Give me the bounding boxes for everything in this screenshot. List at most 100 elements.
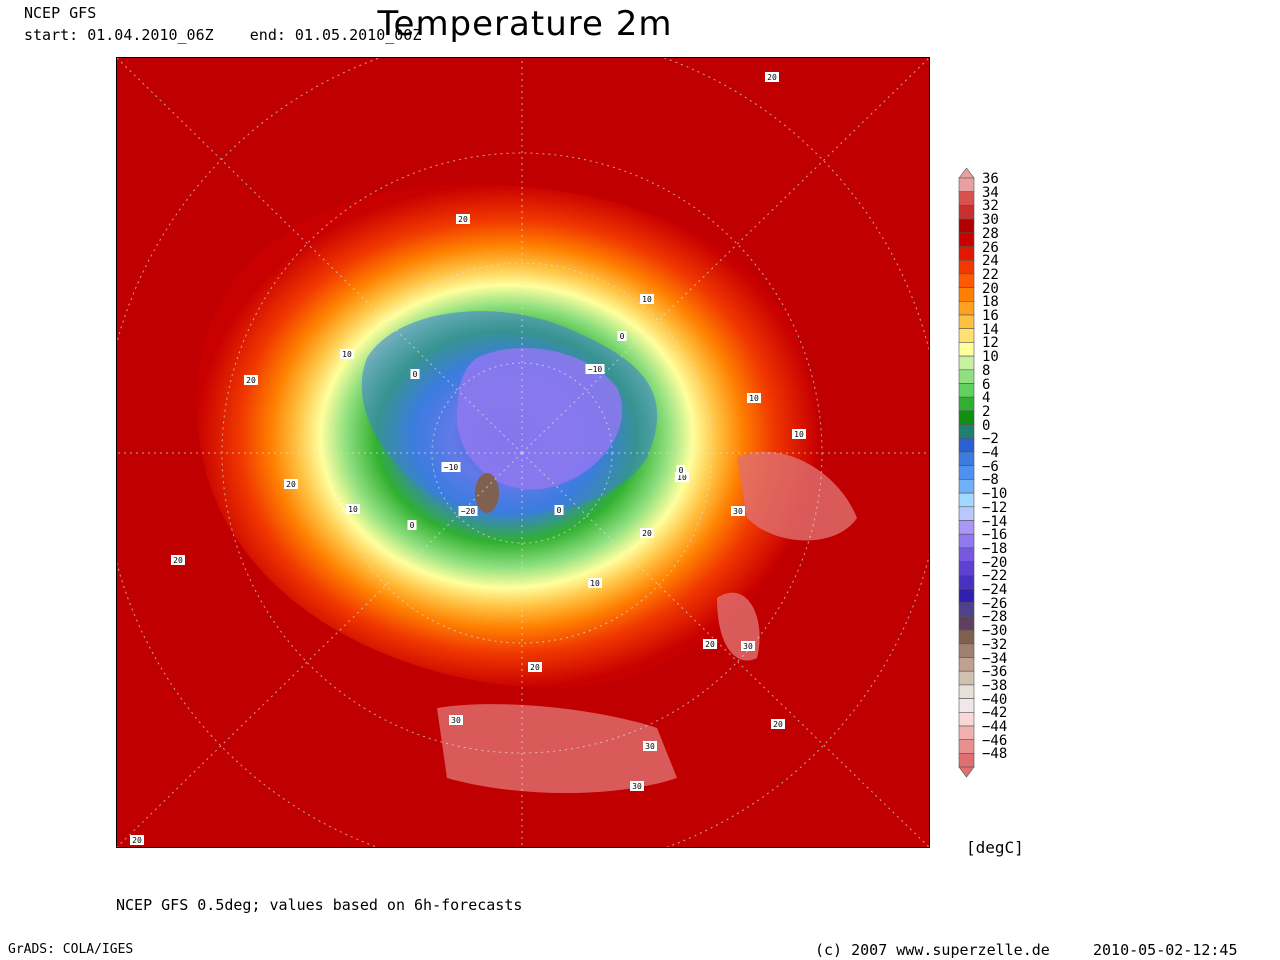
legend-swatch bbox=[958, 602, 975, 617]
legend-tick-label: 34 bbox=[982, 184, 999, 201]
contour-label: 30 bbox=[451, 716, 461, 725]
map-canvas: 202020202020202020201010101010101000000−… bbox=[117, 58, 929, 847]
contour-label-bg bbox=[346, 504, 360, 514]
contour-label-bg bbox=[731, 506, 745, 516]
contour-label: 30 bbox=[632, 782, 642, 791]
legend-swatch bbox=[958, 479, 975, 494]
contour-label: 0 bbox=[557, 506, 562, 515]
contour-label: 30 bbox=[733, 507, 743, 516]
legend-tick-label: −14 bbox=[982, 513, 1008, 530]
legend-swatch bbox=[958, 725, 975, 740]
contour-label-bg bbox=[765, 72, 779, 82]
legend-tick-label: −28 bbox=[982, 609, 1008, 626]
legend-swatch bbox=[958, 218, 975, 234]
map-title: Temperature 2m bbox=[377, 4, 673, 44]
contour-label: 20 bbox=[173, 556, 183, 565]
legend-swatch bbox=[958, 670, 975, 686]
legend-tick-label: 14 bbox=[982, 321, 999, 338]
contour-label: −20 bbox=[461, 507, 476, 516]
legend-swatch bbox=[958, 369, 975, 384]
legend-tick-label: −26 bbox=[982, 595, 1008, 612]
legend-swatch bbox=[958, 533, 975, 549]
contour-label: 10 bbox=[749, 394, 759, 403]
legend-swatch bbox=[958, 451, 975, 466]
legend-tick-label: 10 bbox=[982, 349, 999, 366]
legend-tick-label: 36 bbox=[982, 171, 999, 187]
contour-label: 10 bbox=[794, 430, 804, 439]
contour-label-bg bbox=[449, 715, 463, 725]
color-legend bbox=[958, 168, 975, 778]
legend-swatch bbox=[958, 574, 975, 590]
contour-label-bg bbox=[771, 719, 785, 729]
legend-tick-label: 0 bbox=[982, 417, 991, 434]
contour-label: 10 bbox=[642, 295, 652, 304]
legend-swatch bbox=[958, 506, 975, 521]
legend-swatch bbox=[958, 657, 975, 672]
legend-swatch bbox=[958, 629, 975, 645]
legend-tick-label: 30 bbox=[982, 212, 999, 229]
contour-label-bg bbox=[441, 462, 461, 472]
legend-swatch bbox=[958, 259, 975, 275]
contour-label: 20 bbox=[773, 720, 783, 729]
contour-label-bg bbox=[284, 479, 298, 489]
legend-swatch bbox=[958, 753, 975, 768]
contour-label: 0 bbox=[679, 466, 684, 475]
contour-label: 20 bbox=[132, 836, 142, 845]
contour-label-bg bbox=[528, 662, 542, 672]
contour-label: 10 bbox=[677, 473, 687, 482]
legend-swatch bbox=[958, 465, 975, 480]
legend-swatch bbox=[958, 698, 975, 713]
legend-tick-label: 26 bbox=[982, 239, 999, 256]
legend-swatch bbox=[958, 616, 975, 631]
legend-swatch bbox=[958, 396, 975, 412]
legend-tick-label: −18 bbox=[982, 540, 1008, 557]
contour-label: 0 bbox=[413, 370, 418, 379]
contour-label: 10 bbox=[342, 350, 352, 359]
legend-tick-label: −6 bbox=[982, 458, 999, 475]
legend-tick-label: −12 bbox=[982, 499, 1008, 516]
legend-tick-label: −38 bbox=[982, 677, 1008, 694]
legend-swatch bbox=[958, 561, 975, 576]
contour-label: 10 bbox=[590, 579, 600, 588]
legend-swatch bbox=[958, 314, 975, 329]
legend-tick-label: 2 bbox=[982, 403, 991, 420]
legend-swatch bbox=[958, 711, 975, 727]
legend-tick-label: 20 bbox=[982, 280, 999, 297]
greenland-core bbox=[475, 473, 499, 513]
legend-tick-label: −34 bbox=[982, 650, 1008, 667]
legend-tick-label: −30 bbox=[982, 623, 1008, 640]
contour-label: 0 bbox=[410, 521, 415, 530]
graticule bbox=[117, 58, 929, 847]
legend-tick-label: −20 bbox=[982, 554, 1008, 571]
legend-swatch bbox=[958, 328, 975, 343]
legend-swatch bbox=[958, 205, 975, 220]
contour-label: 20 bbox=[246, 376, 256, 385]
contour-label-bg bbox=[703, 639, 717, 649]
forecast-period: start: 01.04.2010_06Z end: 01.05.2010_00… bbox=[24, 26, 422, 44]
contour-label: 10 bbox=[348, 505, 358, 514]
legend-tick-label: −46 bbox=[982, 732, 1008, 749]
legend-min-arrow bbox=[958, 766, 975, 778]
contour-label: 20 bbox=[642, 529, 652, 538]
contour-label-bg bbox=[676, 465, 686, 475]
contour-label: 30 bbox=[743, 642, 753, 651]
legend-swatch bbox=[958, 232, 975, 247]
legend-tick-label: 8 bbox=[982, 362, 991, 379]
contour-label: 30 bbox=[645, 742, 655, 751]
contour-label-bg bbox=[617, 331, 627, 341]
legend-tick-label: −40 bbox=[982, 691, 1008, 708]
contour-label: 0 bbox=[620, 332, 625, 341]
model-name: NCEP GFS bbox=[24, 4, 97, 22]
legend-swatch bbox=[958, 177, 975, 192]
contour-label-bg bbox=[741, 641, 755, 651]
contour-label-bg bbox=[640, 294, 654, 304]
legend-tick-label: 32 bbox=[982, 198, 999, 215]
arabia-hot-zone bbox=[737, 451, 857, 541]
contour-label: 20 bbox=[530, 663, 540, 672]
legend-max-arrow bbox=[958, 168, 975, 179]
contour-label-bg bbox=[643, 741, 657, 751]
contour-label-bg bbox=[747, 393, 761, 403]
legend-tick-label: −32 bbox=[982, 636, 1008, 653]
legend-swatch bbox=[958, 424, 975, 439]
legend-swatch bbox=[958, 342, 975, 357]
